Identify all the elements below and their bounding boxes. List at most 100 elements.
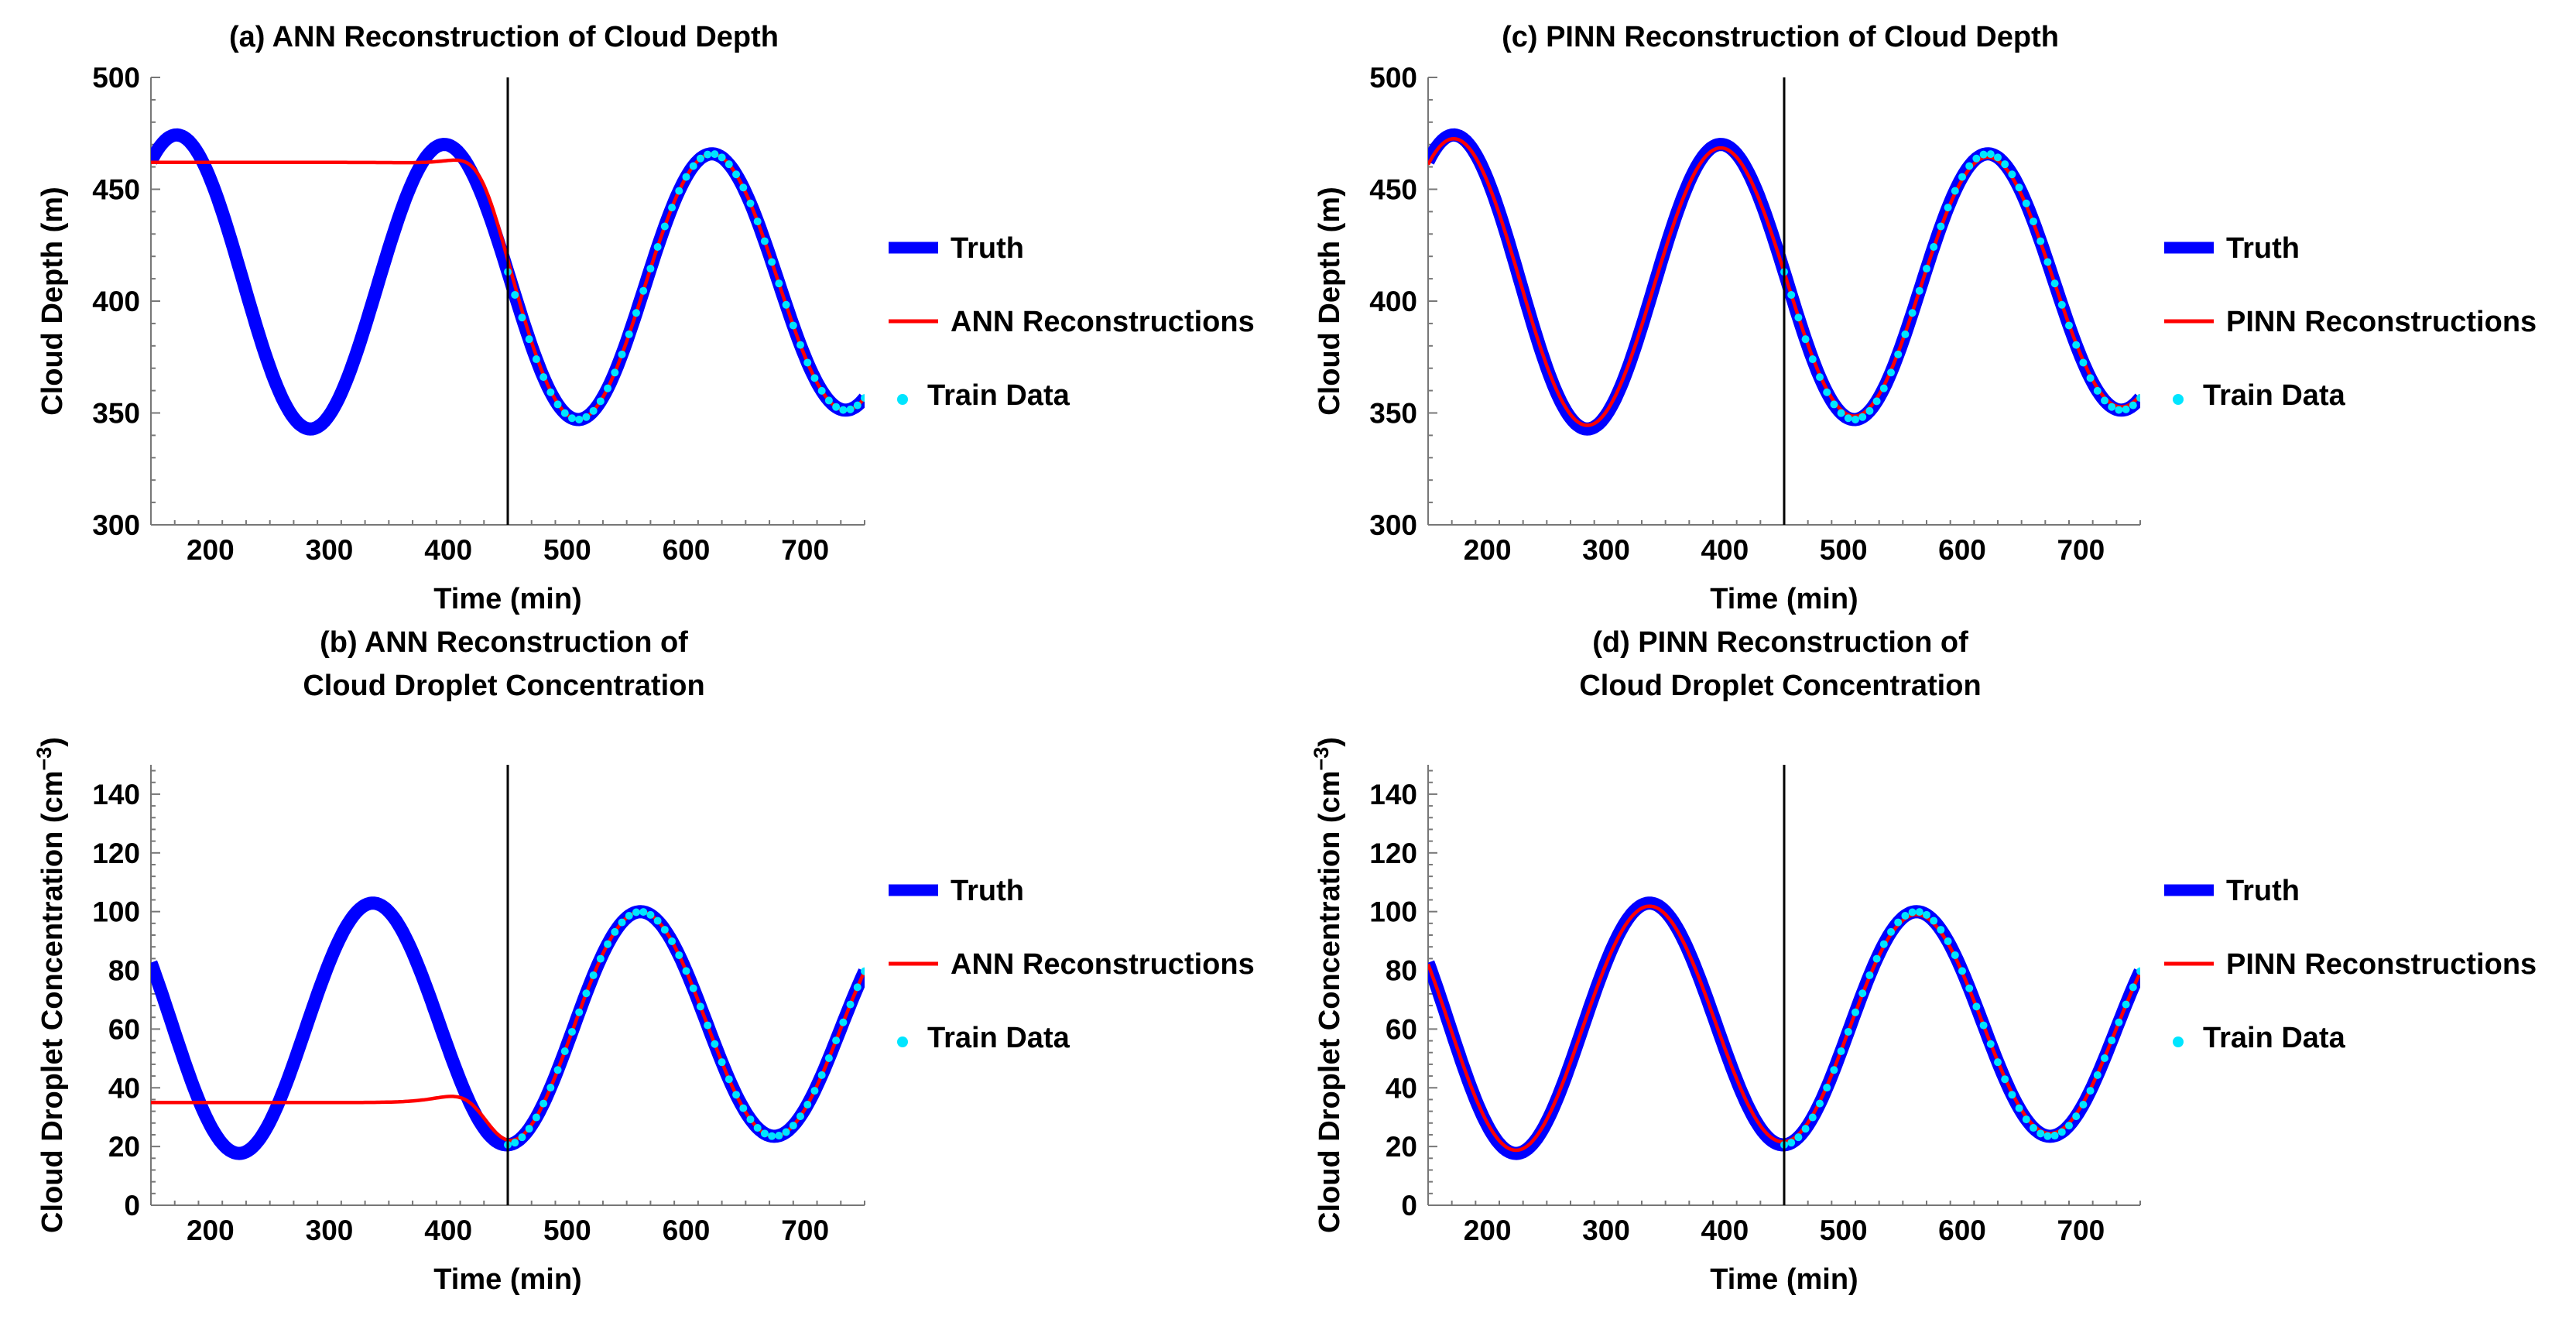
- train-data-point: [746, 1115, 755, 1124]
- train-data-point: [853, 401, 862, 409]
- x-tick-label: 300: [306, 1215, 354, 1246]
- train-data-point: [775, 279, 783, 288]
- train-data-point: [796, 1112, 805, 1121]
- train-data-point: [1986, 1040, 1995, 1048]
- train-data-point: [1972, 154, 1981, 163]
- train-data-point: [817, 386, 826, 395]
- train-data-point: [2086, 374, 2095, 382]
- y-tick-label: 120: [92, 838, 140, 869]
- y-tick-label: 350: [92, 398, 140, 430]
- train-data-point: [782, 1128, 790, 1136]
- train-data-point: [1887, 927, 1895, 936]
- train-data-point: [718, 153, 726, 162]
- train-data-point: [2115, 1018, 2123, 1026]
- train-data-point: [625, 912, 633, 920]
- y-axis-label: Cloud Droplet Concentration (cm−3): [1310, 737, 1346, 1233]
- legend-label: ANN Reconstructions: [951, 306, 1255, 338]
- x-tick-label: 300: [1582, 1215, 1630, 1246]
- train-data-point: [1965, 984, 1974, 992]
- chart-panel-a: (a) ANN Reconstruction of Cloud Depth 200…: [36, 21, 1255, 615]
- legend-swatch-train-data: [897, 394, 908, 405]
- train-data-point: [625, 330, 633, 338]
- train-data-point: [1951, 187, 1959, 195]
- train-data-point: [1901, 912, 1910, 920]
- train-data-point: [618, 350, 626, 358]
- train-data-point: [768, 1132, 776, 1140]
- train-data-point: [1879, 940, 1888, 948]
- train-data-point: [1951, 951, 1959, 959]
- train-data-point: [1844, 1027, 1852, 1036]
- x-tick-label: 500: [1820, 534, 1868, 566]
- train-data-point: [861, 967, 865, 975]
- train-data-point: [567, 414, 576, 423]
- train-data-point: [839, 406, 848, 414]
- legend-label: Truth: [2226, 875, 2300, 907]
- train-data-point: [1794, 314, 1803, 322]
- train-data-point: [2008, 170, 2016, 179]
- train-data-point: [668, 204, 677, 212]
- legend-label: Truth: [951, 232, 1024, 265]
- train-data-point: [1879, 384, 1888, 392]
- x-tick-label: 200: [187, 534, 235, 566]
- train-data-point: [2122, 405, 2130, 413]
- train-data-point: [589, 406, 598, 415]
- x-tick-label: 300: [306, 534, 354, 566]
- train-data-point: [1794, 1133, 1803, 1142]
- train-data-point: [760, 1129, 769, 1138]
- train-data-point: [646, 265, 655, 273]
- x-tick-label: 600: [1938, 1215, 1986, 1246]
- train-data-point: [1801, 335, 1810, 344]
- train-data-point: [775, 1132, 783, 1140]
- train-data-point: [789, 1122, 797, 1130]
- train-data-point: [618, 918, 626, 927]
- y-tick-label: 0: [124, 1190, 140, 1221]
- chart-title-line-1: (b) ANN Reconstruction of: [320, 626, 688, 659]
- train-data-point: [1865, 971, 1874, 979]
- y-tick-label: 350: [1369, 398, 1417, 430]
- train-data-point: [2108, 403, 2116, 411]
- train-data-point: [696, 1002, 704, 1011]
- train-data-point: [1801, 1125, 1810, 1133]
- y-tick-label: 120: [1369, 838, 1417, 869]
- train-data-point: [2015, 183, 2023, 192]
- train-data-point: [1958, 967, 1966, 975]
- train-data-point: [753, 218, 762, 226]
- train-data-point: [1858, 989, 1867, 998]
- x-tick-label: 300: [1582, 534, 1630, 566]
- train-data-point: [682, 173, 690, 181]
- y-tick-label: 400: [92, 286, 140, 317]
- train-data-point: [653, 917, 662, 925]
- y-tick-label: 20: [108, 1131, 140, 1163]
- x-axis-label: Time (min): [1710, 1263, 1858, 1296]
- x-axis-label: Time (min): [433, 583, 581, 615]
- train-data-point: [525, 335, 533, 344]
- train-data-point: [540, 373, 548, 382]
- train-data-point: [1937, 222, 1945, 231]
- train-data-point: [560, 1047, 569, 1056]
- y-tick-label: 500: [1369, 62, 1417, 94]
- train-data-point: [782, 300, 790, 309]
- x-tick-label: 700: [2057, 534, 2105, 566]
- train-data-point: [2072, 341, 2081, 349]
- train-data-point: [1852, 1008, 1859, 1016]
- train-data-point: [1816, 1099, 1824, 1108]
- plot-area: [151, 128, 865, 436]
- chart-panel-d: (d) PINN Reconstruction of Cloud Droplet …: [1310, 626, 2537, 1296]
- y-tick-label: 400: [1369, 286, 1417, 317]
- train-data-point: [1837, 1047, 1845, 1056]
- legend-swatch-train-data: [2173, 1036, 2184, 1047]
- train-data-point: [2036, 1129, 2045, 1138]
- train-data-point: [1808, 1113, 1817, 1122]
- x-tick-label: 500: [543, 534, 591, 566]
- train-data-point: [853, 983, 862, 992]
- train-data-point: [2072, 1112, 2081, 1121]
- train-data-point: [2030, 218, 2037, 226]
- train-data-point: [2022, 199, 2030, 207]
- x-tick-label: 700: [781, 1215, 829, 1246]
- x-axis-label: Time (min): [433, 1263, 581, 1296]
- train-data-point: [753, 1124, 762, 1132]
- train-data-point: [668, 937, 677, 946]
- train-data-point: [2050, 1132, 2059, 1140]
- train-data-point: [1915, 286, 1923, 295]
- legend-label: PINN Reconstructions: [2226, 306, 2537, 338]
